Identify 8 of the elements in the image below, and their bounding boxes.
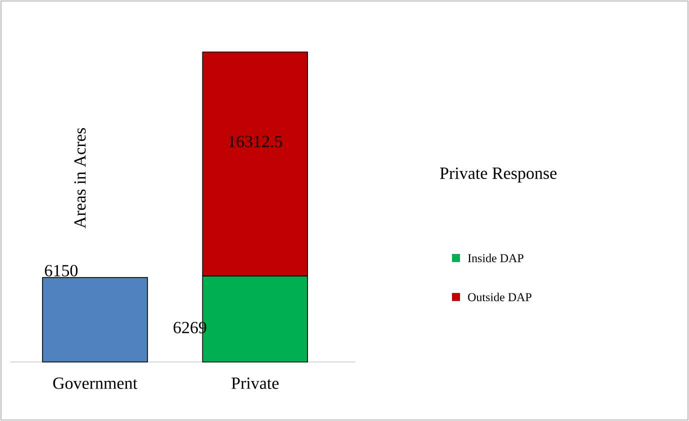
legend-label: Outside DAP — [468, 292, 532, 302]
legend-label: Inside DAP — [468, 254, 524, 262]
x-tick-label: Private — [232, 378, 279, 389]
x-tick-label: Government — [53, 378, 138, 389]
data-label: 6150 — [44, 264, 78, 276]
y-axis-title: Areas in Acres — [74, 128, 86, 228]
data-label: 16312.5 — [228, 136, 282, 148]
legend-title: Private Response — [440, 168, 557, 182]
